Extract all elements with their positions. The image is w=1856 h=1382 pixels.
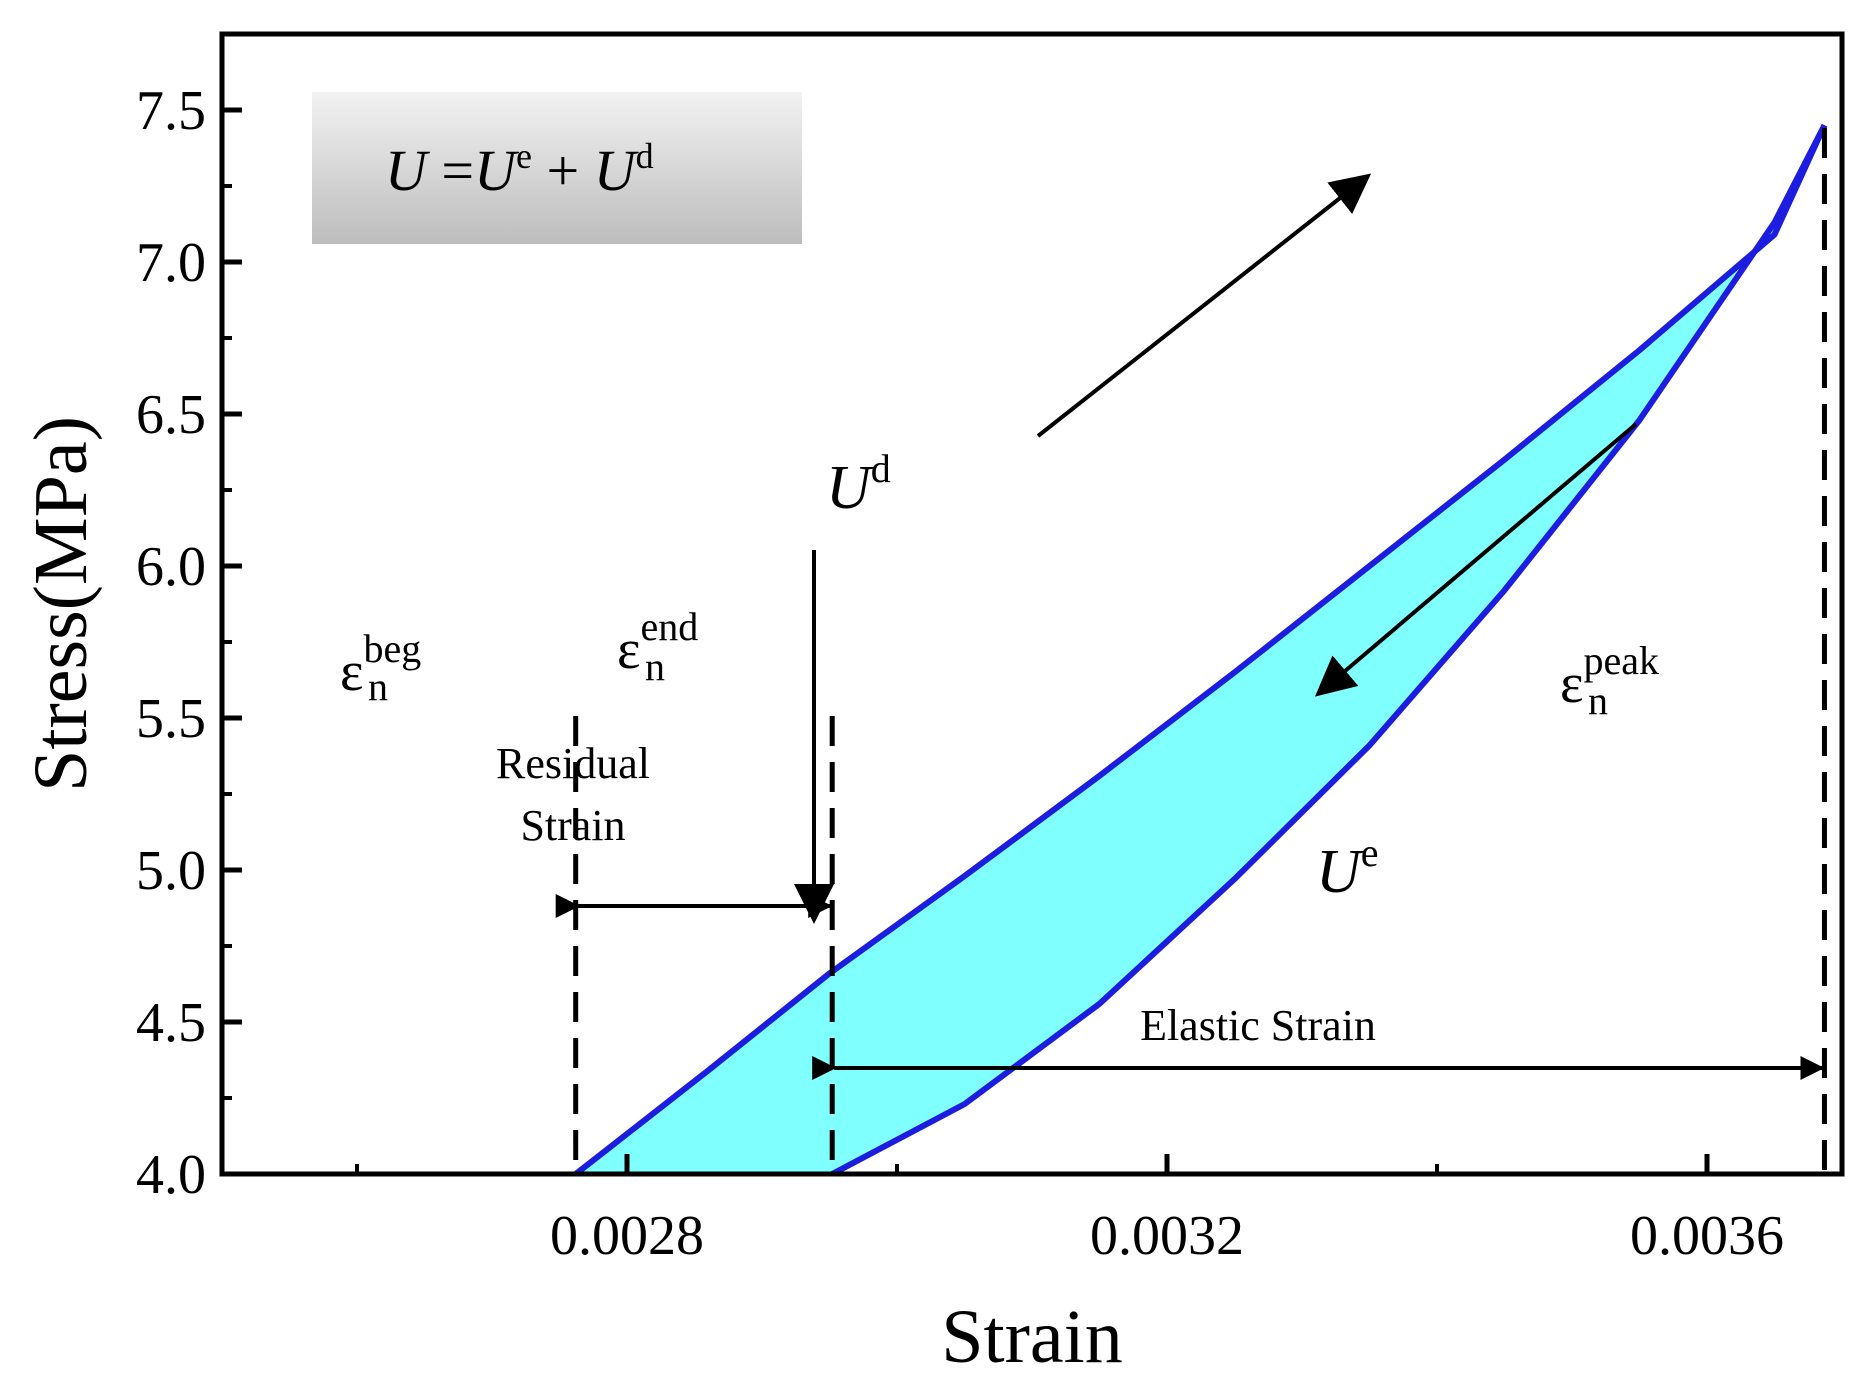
eps-end-base: ε <box>617 619 641 681</box>
loading-curve <box>573 123 1828 1177</box>
y-tick-label: 7.5 <box>136 80 206 142</box>
residual-strain-line1: Residual <box>496 739 650 788</box>
epsilon-end-label: εend <box>617 604 698 681</box>
ud-base: U <box>826 454 875 522</box>
y-axis-label: Stress(MPa) <box>19 416 103 792</box>
plot-frame <box>219 31 1845 1177</box>
y-tick-label: 4.0 <box>136 1144 206 1206</box>
epsilon-begin-label: εbeg <box>340 626 421 703</box>
y-tick-label: 5.0 <box>136 840 206 902</box>
elastic-energy-label: Ue <box>1316 830 1379 906</box>
x-tick-label: 0.0028 <box>550 1205 704 1267</box>
y-axis-ticks: 4.0 4.5 5.0 5.5 6.0 6.5 7.0 7.5 <box>136 80 242 1206</box>
eps-peak-sub: n <box>1588 678 1608 723</box>
elastic-strain-label: Elastic Strain <box>1140 1001 1376 1050</box>
residual-strain-line2: Strain <box>520 801 625 850</box>
eq-Ud-sup: d <box>636 136 654 176</box>
ue-base: U <box>1316 838 1365 906</box>
dissipated-energy-label: Ud <box>826 446 891 522</box>
eps-end-sub: n <box>645 644 665 689</box>
eq-Ue-sup: e <box>516 136 532 176</box>
eps-beg-base: ε <box>340 641 364 703</box>
eq-Ue-base: U <box>474 138 520 203</box>
energy-equation: U =Ue + Ud <box>385 136 654 203</box>
eq-Ud-base: U <box>594 138 640 203</box>
ud-sup: d <box>871 446 891 491</box>
x-axis-ticks: 0.0028 0.0032 0.0036 <box>355 1154 1784 1267</box>
eps-peak-sup: peak <box>1584 638 1660 683</box>
x-axis-label: Strain <box>941 1295 1123 1379</box>
ue-sup: e <box>1361 830 1379 875</box>
eq-equals: = <box>427 138 474 203</box>
y-tick-label: 6.0 <box>136 536 206 598</box>
eps-peak-base: ε <box>1560 653 1584 715</box>
y-tick-label: 5.5 <box>136 688 206 750</box>
y-tick-label: 7.0 <box>136 232 206 294</box>
eps-beg-sup: beg <box>364 626 422 671</box>
y-tick-label: 4.5 <box>136 992 206 1054</box>
epsilon-peak-label: εpeak <box>1560 638 1659 715</box>
x-tick-label: 0.0036 <box>1630 1205 1784 1267</box>
loading-direction-arrow <box>1036 173 1372 438</box>
eps-end-sup: end <box>641 604 699 649</box>
x-tick-label: 0.0032 <box>1090 1205 1244 1267</box>
eq-U: U <box>385 138 431 203</box>
equation-box <box>312 92 802 244</box>
eq-plus: + <box>532 138 594 203</box>
eps-beg-sub: n <box>368 664 388 709</box>
y-tick-label: 6.5 <box>136 384 206 446</box>
unloading-direction-arrow <box>1314 422 1638 697</box>
